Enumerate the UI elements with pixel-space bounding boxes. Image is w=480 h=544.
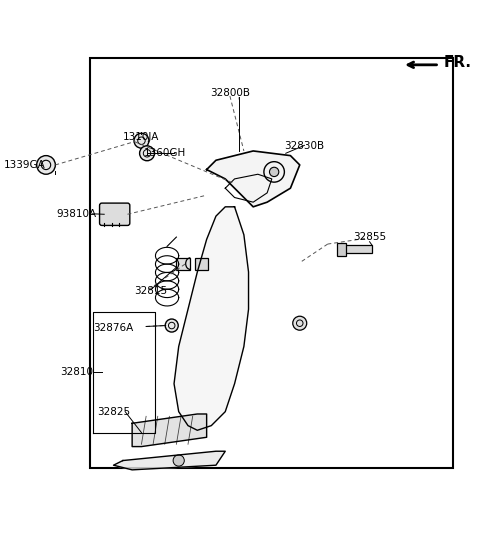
Bar bbox=[337, 243, 346, 256]
Bar bbox=[344, 245, 372, 254]
Text: 32825: 32825 bbox=[97, 407, 130, 417]
Polygon shape bbox=[114, 451, 225, 470]
Text: 1310JA: 1310JA bbox=[123, 132, 160, 142]
FancyBboxPatch shape bbox=[99, 203, 130, 225]
Circle shape bbox=[165, 319, 178, 332]
Text: 1360GH: 1360GH bbox=[144, 149, 186, 158]
Text: FR.: FR. bbox=[444, 55, 472, 70]
Circle shape bbox=[293, 316, 307, 330]
Polygon shape bbox=[132, 414, 206, 447]
Text: 32830B: 32830B bbox=[284, 141, 324, 151]
Circle shape bbox=[269, 167, 279, 177]
Circle shape bbox=[36, 156, 55, 174]
Text: 93810A: 93810A bbox=[56, 209, 96, 219]
Text: 32815: 32815 bbox=[134, 286, 168, 295]
Text: 32810: 32810 bbox=[60, 367, 93, 377]
Circle shape bbox=[134, 133, 149, 148]
Polygon shape bbox=[206, 151, 300, 207]
Polygon shape bbox=[174, 207, 249, 430]
Text: 32800B: 32800B bbox=[210, 88, 250, 98]
Bar bbox=[176, 258, 191, 270]
Circle shape bbox=[140, 146, 155, 160]
Text: 32876A: 32876A bbox=[94, 323, 133, 333]
Bar bbox=[90, 58, 454, 467]
Text: 1339GA: 1339GA bbox=[4, 160, 46, 170]
Text: 32855: 32855 bbox=[353, 232, 386, 242]
Bar bbox=[195, 258, 208, 270]
Circle shape bbox=[173, 455, 184, 466]
